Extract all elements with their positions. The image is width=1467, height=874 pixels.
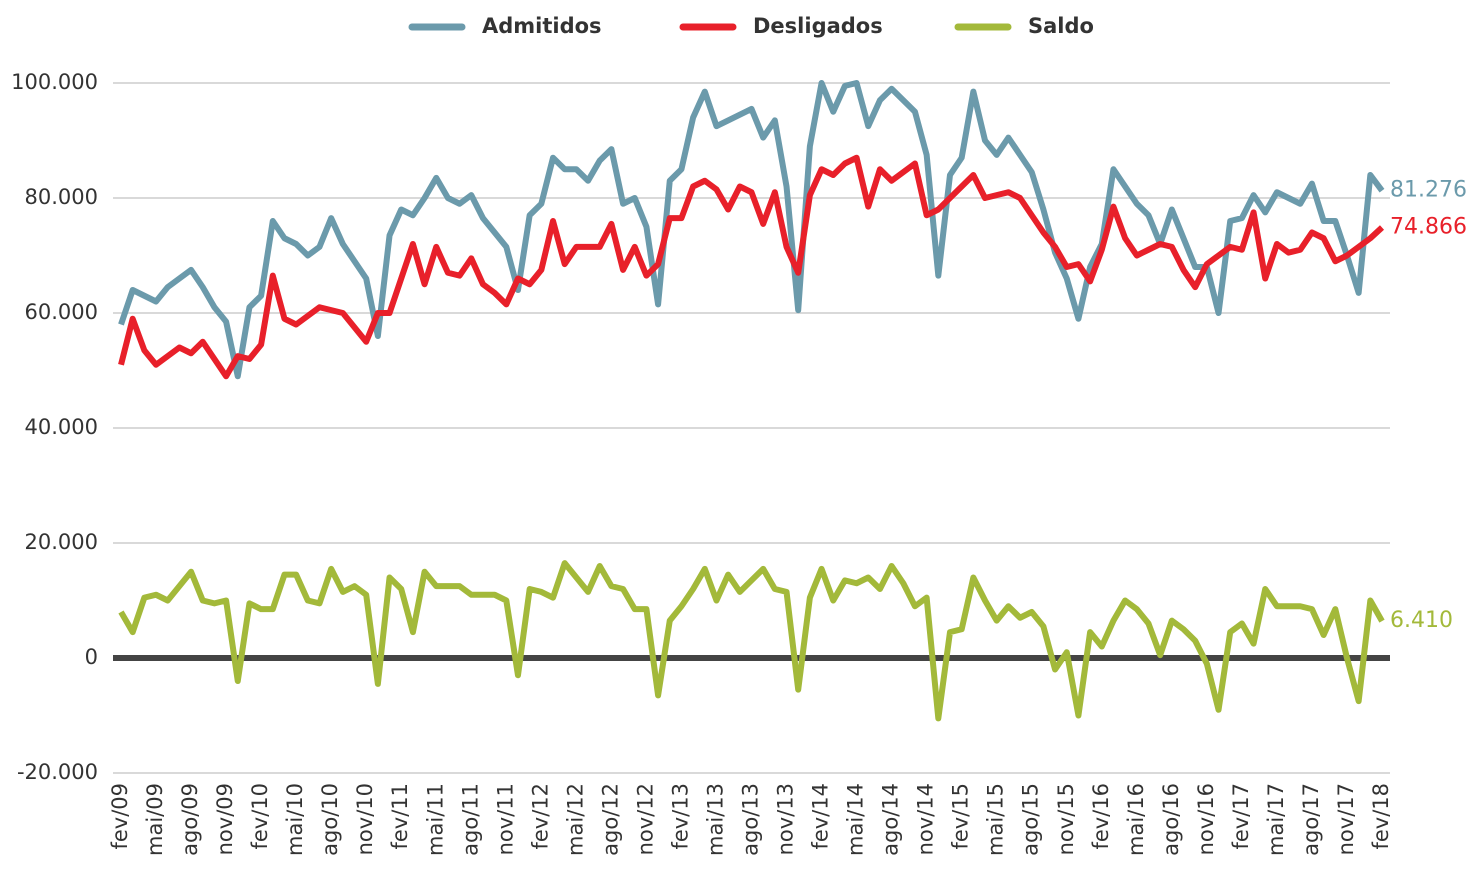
x-tick-label: mai/13 bbox=[703, 783, 727, 856]
x-tick-label: fev/11 bbox=[388, 783, 412, 850]
x-tick-label: nov/13 bbox=[774, 783, 798, 855]
y-tick-label: -20.000 bbox=[17, 760, 98, 784]
value-label: 6.410 bbox=[1390, 608, 1453, 633]
x-tick-label: nov/11 bbox=[493, 783, 517, 855]
series-line bbox=[118, 560, 1385, 722]
legend-label: Desligados bbox=[753, 14, 883, 38]
x-tick-label: fev/17 bbox=[1229, 783, 1253, 850]
x-tick-label: mai/12 bbox=[563, 783, 587, 856]
y-tick-label: 100.000 bbox=[11, 70, 98, 94]
legend-label: Saldo bbox=[1028, 14, 1094, 38]
x-tick-label: nov/14 bbox=[914, 783, 938, 855]
x-tick-label: mai/11 bbox=[423, 783, 447, 856]
x-tick-label: nov/16 bbox=[1194, 783, 1218, 855]
x-tick-label: nov/09 bbox=[213, 783, 237, 855]
x-tick-label: fev/13 bbox=[668, 783, 692, 850]
x-tick-label: mai/10 bbox=[283, 783, 307, 856]
x-tick-label: fev/15 bbox=[949, 783, 973, 850]
x-tick-label: ago/12 bbox=[598, 783, 622, 856]
x-tick-label: ago/15 bbox=[1019, 783, 1043, 856]
x-tick-label: fev/18 bbox=[1369, 783, 1393, 850]
x-tick-label: fev/14 bbox=[809, 783, 833, 850]
x-tick-label: ago/16 bbox=[1159, 783, 1183, 856]
y-tick-label: 60.000 bbox=[25, 300, 98, 324]
value-label: 81.276 bbox=[1390, 178, 1467, 203]
series-line bbox=[118, 80, 1385, 380]
x-tick-label: mai/16 bbox=[1124, 783, 1148, 856]
legend-label: Admitidos bbox=[482, 14, 602, 38]
x-tick-label: ago/17 bbox=[1299, 783, 1323, 856]
y-tick-label: 80.000 bbox=[25, 185, 98, 209]
x-tick-label: nov/15 bbox=[1054, 783, 1078, 855]
x-tick-label: nov/12 bbox=[633, 783, 657, 855]
y-tick-label: 20.000 bbox=[25, 530, 98, 554]
x-tick-label: mai/14 bbox=[844, 783, 868, 856]
x-tick-label: ago/11 bbox=[458, 783, 482, 856]
x-tick-label: nov/10 bbox=[353, 783, 377, 855]
series-line bbox=[118, 154, 1385, 380]
y-tick-label: 40.000 bbox=[25, 415, 98, 439]
value-label: 74.866 bbox=[1390, 215, 1467, 240]
x-tick-label: fev/10 bbox=[248, 783, 272, 850]
x-tick-label: mai/17 bbox=[1264, 783, 1288, 856]
x-tick-label: mai/09 bbox=[143, 783, 167, 856]
x-tick-label: fev/12 bbox=[528, 783, 552, 850]
x-tick-label: nov/17 bbox=[1334, 783, 1358, 855]
x-tick-label: mai/15 bbox=[984, 783, 1008, 856]
y-tick-label: 0 bbox=[85, 645, 98, 669]
x-tick-label: ago/10 bbox=[318, 783, 342, 856]
x-tick-label: ago/09 bbox=[178, 783, 202, 856]
x-tick-label: ago/14 bbox=[879, 783, 903, 856]
x-tick-label: ago/13 bbox=[739, 783, 763, 856]
x-tick-label: fev/09 bbox=[108, 783, 132, 850]
x-tick-label: fev/16 bbox=[1089, 783, 1113, 850]
